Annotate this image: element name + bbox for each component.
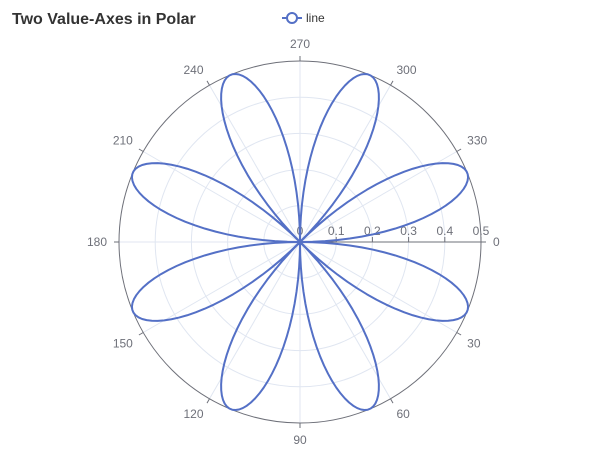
angle-split-line <box>299 151 458 243</box>
angle-split-line <box>142 151 301 243</box>
legend-marker-symbol <box>286 12 298 24</box>
angle-tick <box>456 332 462 336</box>
angle-split-line <box>209 241 301 400</box>
angle-split-lines <box>119 61 481 423</box>
angle-axis-ticks <box>114 56 486 428</box>
radius-tick-label: 0.5 <box>473 224 490 238</box>
angle-tick <box>456 148 462 152</box>
angle-tick <box>138 332 144 336</box>
angle-split-line <box>299 241 458 333</box>
radius-tick-label: 0.4 <box>436 224 453 238</box>
angle-tick <box>138 148 144 152</box>
angle-tick-label: 330 <box>467 134 487 148</box>
angle-tick-label: 180 <box>87 235 107 249</box>
angle-tick-label: 150 <box>113 337 133 351</box>
angle-tick-label: 120 <box>183 407 203 421</box>
legend-entry-line: line <box>306 11 325 25</box>
angle-split-line <box>209 84 301 243</box>
angle-axis-labels: 0 30 60 90 120 150 180 210 240 270 300 330 <box>87 37 500 447</box>
angle-tick-label: 240 <box>183 63 203 77</box>
radius-tick-label: 0.1 <box>328 224 345 238</box>
angle-split-line <box>142 241 301 333</box>
angle-tick-label: 270 <box>290 37 310 51</box>
radius-tick-label: 0.3 <box>400 224 417 238</box>
angle-split-line <box>299 241 391 400</box>
legend[interactable]: line <box>282 11 325 25</box>
series-layer <box>130 72 470 412</box>
angle-split-line <box>299 84 391 243</box>
angle-tick-label: 90 <box>293 433 307 447</box>
series-line[interactable] <box>130 72 470 412</box>
radius-axis-labels: 0 0.1 0.2 0.3 0.4 0.5 <box>297 224 490 238</box>
angle-tick-label: 30 <box>467 337 481 351</box>
angle-tick <box>390 398 394 404</box>
angle-tick <box>390 80 394 86</box>
chart-title: Two Value-Axes in Polar <box>12 11 196 28</box>
angle-tick-label: 60 <box>397 407 411 421</box>
angle-tick-label: 300 <box>397 63 417 77</box>
angle-tick <box>206 398 210 404</box>
angle-tick-label: 0 <box>493 235 500 249</box>
angle-tick <box>206 80 210 86</box>
angle-tick-label: 210 <box>113 134 133 148</box>
